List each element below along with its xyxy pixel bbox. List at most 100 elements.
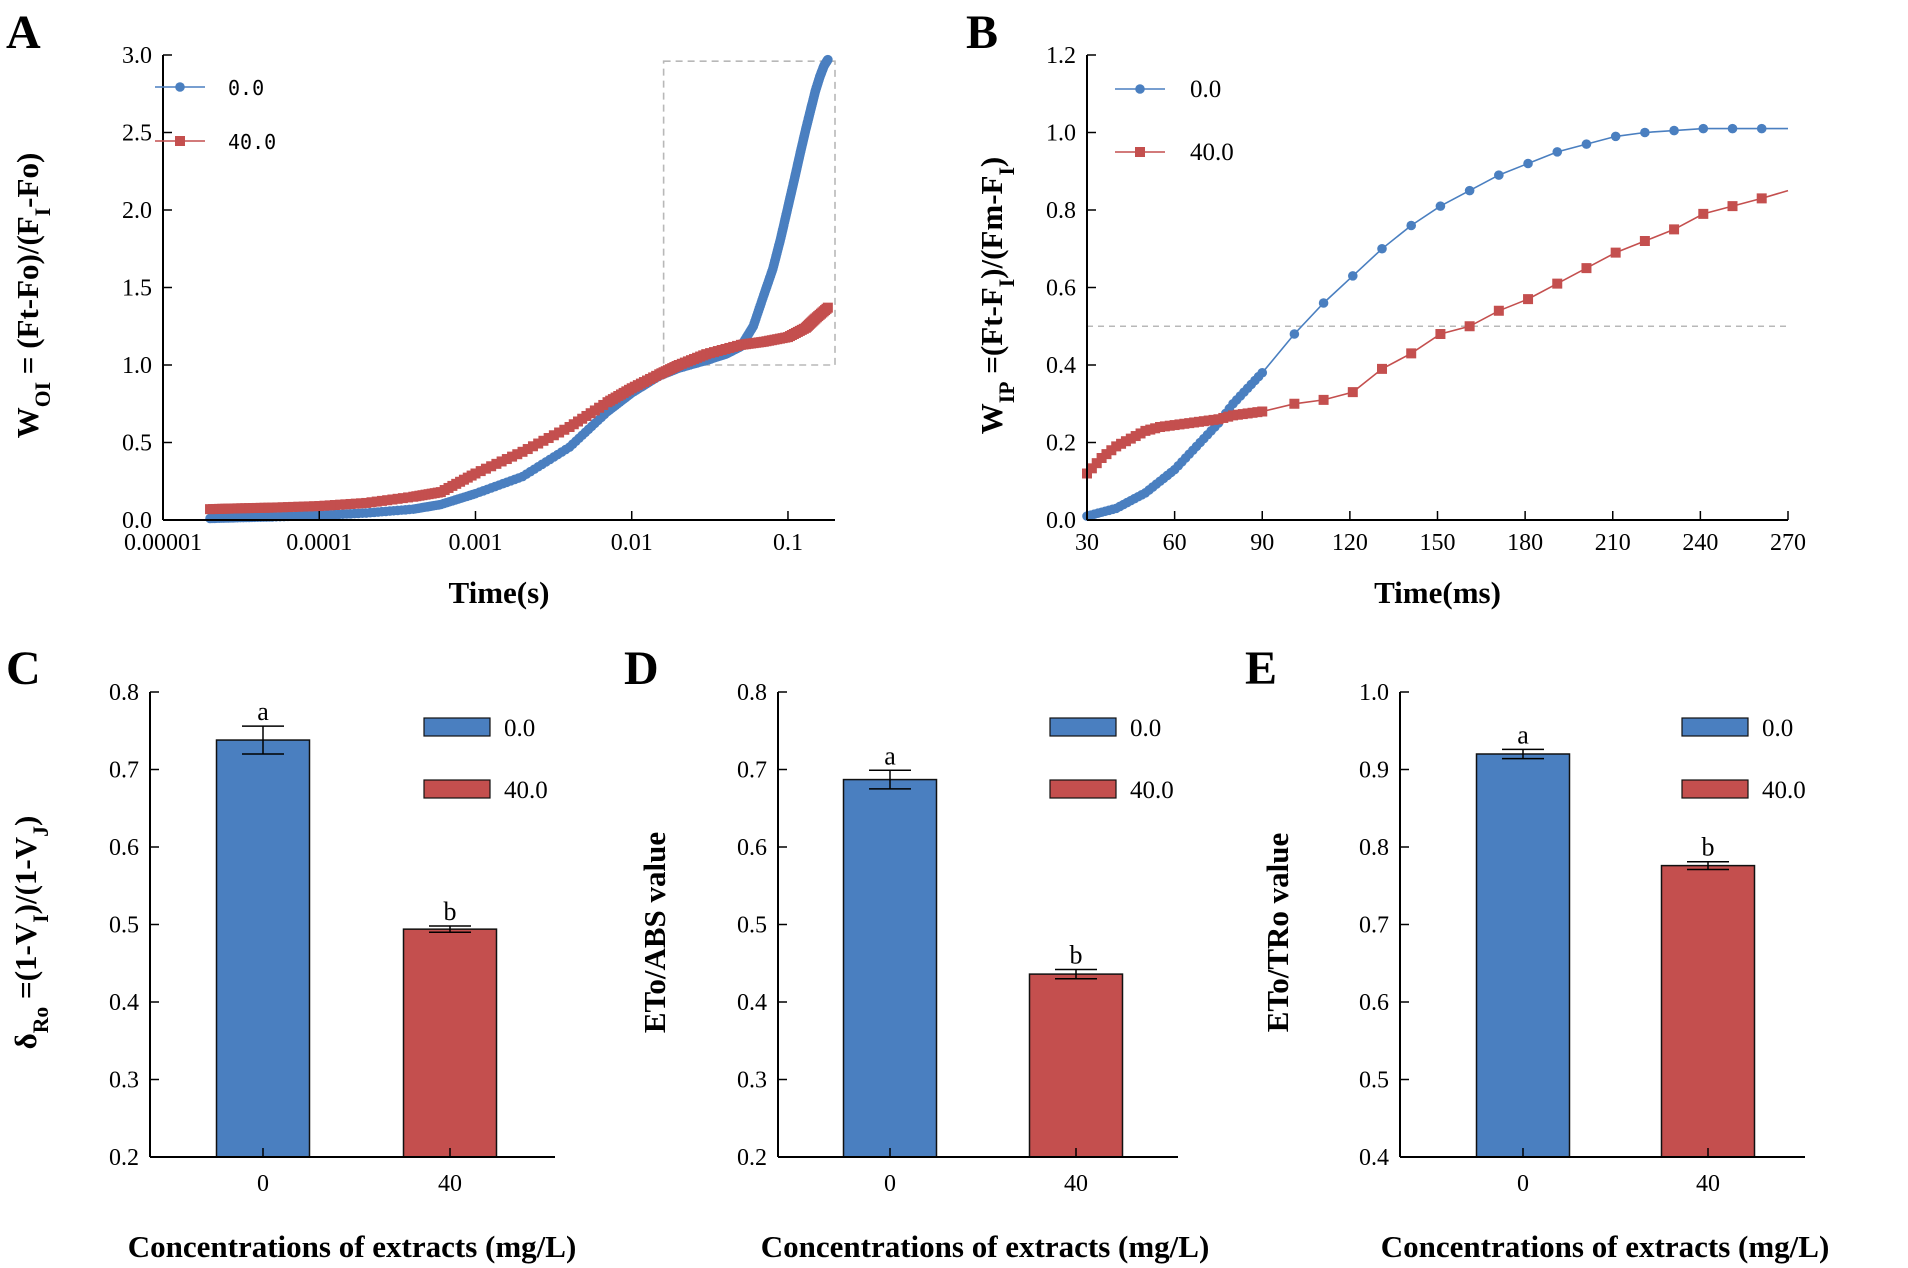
data-point bbox=[1552, 147, 1563, 157]
y-tick-label: 0.7 bbox=[737, 758, 767, 784]
significance-letter: b bbox=[1070, 940, 1083, 969]
data-point bbox=[319, 500, 330, 511]
x-axis-title: Concentrations of extracts (mg/L) bbox=[761, 1229, 1210, 1264]
legend-label: 40.0 bbox=[1762, 777, 1806, 804]
y-tick-label: 0.2 bbox=[1046, 431, 1076, 457]
data-point bbox=[1581, 139, 1592, 149]
legend-marker bbox=[175, 82, 185, 92]
data-point bbox=[1318, 298, 1329, 308]
y-tick-label: 0.2 bbox=[737, 1145, 767, 1171]
data-point bbox=[335, 499, 346, 510]
data-point bbox=[501, 454, 512, 465]
panel-label-c: C bbox=[6, 642, 41, 695]
panel-b: 0.0 0.2 0.4 0.6 0.8 1.0 1.2 30 60 90 120 150 180 210 2… bbox=[974, 43, 1806, 610]
y-tick-label: 0.5 bbox=[1359, 1068, 1389, 1094]
panel-e: a 0 b 40 0.4 0.5 0.6 0.7 0.8 0.9 1.0 Concentrations… bbox=[1260, 680, 1829, 1264]
panel-c: a 0 b 40 0.2 0.3 0.4 0.5 0.6 0.7 0.8 Concentrations… bbox=[8, 680, 576, 1264]
data-point bbox=[1727, 123, 1738, 134]
x-tick-label: 40 bbox=[1696, 1171, 1720, 1197]
y-tick-label: 0.8 bbox=[1046, 198, 1076, 224]
legend: 0.0 40.0 bbox=[1049, 715, 1174, 804]
data-point bbox=[272, 502, 283, 513]
data-point bbox=[1639, 236, 1650, 246]
data-point bbox=[293, 501, 304, 512]
x-tick-label: 210 bbox=[1595, 530, 1631, 556]
legend: 0.0 40.0 bbox=[1681, 715, 1806, 804]
significance-letter: b bbox=[1702, 833, 1715, 862]
y-axis-title: ETo/TRo value bbox=[1260, 833, 1295, 1033]
data-point bbox=[1086, 463, 1097, 474]
legend-label: 40.0 bbox=[504, 777, 548, 804]
error-bar bbox=[1687, 860, 1729, 871]
error-bar bbox=[1502, 748, 1544, 760]
significance-letter: a bbox=[257, 697, 269, 726]
y-tick-label: 0.7 bbox=[109, 758, 139, 784]
data-point bbox=[277, 502, 288, 513]
bar-40-0 bbox=[402, 928, 498, 1158]
data-point bbox=[559, 424, 570, 435]
data-point bbox=[303, 501, 314, 512]
data-point bbox=[340, 499, 351, 510]
legend: 0.0 40.0 bbox=[1115, 76, 1234, 166]
x-axis-title: Concentrations of extracts (mg/L) bbox=[1381, 1229, 1830, 1264]
y-tick-label: 1.5 bbox=[122, 276, 152, 302]
data-point bbox=[288, 501, 299, 512]
bar-40-0 bbox=[1028, 973, 1124, 1158]
legend-label: 0.0 bbox=[1190, 76, 1221, 103]
legend: 0.0 40.0 bbox=[155, 76, 276, 154]
y-axis-title: WOI = (Ft-Fo)/(FI-Fo) bbox=[10, 153, 55, 439]
x-tick-label: 0 bbox=[1517, 1171, 1529, 1197]
y-tick-label: 0.4 bbox=[109, 990, 139, 1016]
legend-swatch bbox=[423, 779, 491, 799]
y-tick-label: 0.2 bbox=[109, 1145, 139, 1171]
data-point bbox=[1347, 271, 1358, 281]
y-tick-label: 0.3 bbox=[109, 1068, 139, 1094]
series-0-0 bbox=[1082, 123, 1788, 521]
data-point bbox=[387, 494, 398, 505]
data-point bbox=[1318, 394, 1329, 405]
y-tick-label: 1.0 bbox=[122, 353, 152, 379]
y-tick-label: 0.4 bbox=[1046, 353, 1076, 379]
bar-0-0 bbox=[842, 778, 938, 1158]
data-point bbox=[486, 461, 497, 472]
x-tick-label: 90 bbox=[1250, 530, 1274, 556]
y-tick-label: 0.7 bbox=[1359, 913, 1389, 939]
y-tick-label: 0.6 bbox=[737, 835, 767, 861]
x-tick-label: 270 bbox=[1770, 530, 1806, 556]
y-tick-label: 2.0 bbox=[122, 198, 152, 224]
x-axis-title: Time(ms) bbox=[1374, 575, 1501, 610]
data-point bbox=[1435, 201, 1446, 211]
x-tick-label: 40 bbox=[438, 1171, 462, 1197]
zoom-box bbox=[662, 60, 836, 366]
data-point bbox=[1698, 208, 1709, 219]
panel-a: 0.0 0.5 1.0 1.5 2.0 2.5 3.0 0.00001 0.0001 0.001 0… bbox=[10, 43, 836, 610]
legend-label: 40.0 bbox=[1130, 777, 1174, 804]
x-tick-label: 0.0001 bbox=[286, 530, 352, 556]
x-tick-label: 0.00001 bbox=[124, 530, 202, 556]
data-point bbox=[1493, 305, 1504, 316]
y-tick-label: 2.5 bbox=[122, 121, 152, 147]
data-point bbox=[376, 495, 387, 506]
x-tick-label: 0 bbox=[884, 1171, 896, 1197]
legend-swatch bbox=[1681, 779, 1749, 799]
x-tick-label: 30 bbox=[1075, 530, 1099, 556]
data-point bbox=[548, 430, 559, 441]
data-point bbox=[397, 493, 408, 504]
data-point bbox=[496, 456, 507, 467]
data-point bbox=[470, 468, 481, 479]
series-40-0 bbox=[1082, 189, 1789, 479]
x-tick-label: 0 bbox=[257, 1171, 269, 1197]
data-point bbox=[1727, 201, 1738, 212]
panel-label-e: E bbox=[1245, 642, 1277, 695]
y-tick-label: 0.8 bbox=[109, 680, 139, 706]
data-point bbox=[1669, 125, 1679, 136]
data-point bbox=[1523, 294, 1534, 305]
y-tick-label: 0.6 bbox=[1046, 276, 1076, 302]
data-point bbox=[538, 435, 549, 446]
data-point bbox=[324, 500, 335, 511]
x-tick-label: 240 bbox=[1682, 530, 1718, 556]
legend-swatch bbox=[423, 717, 491, 737]
significance-letter: b bbox=[444, 897, 457, 926]
legend-label: 0.0 bbox=[1130, 715, 1161, 742]
legend-label: 0.0 bbox=[1762, 715, 1793, 742]
